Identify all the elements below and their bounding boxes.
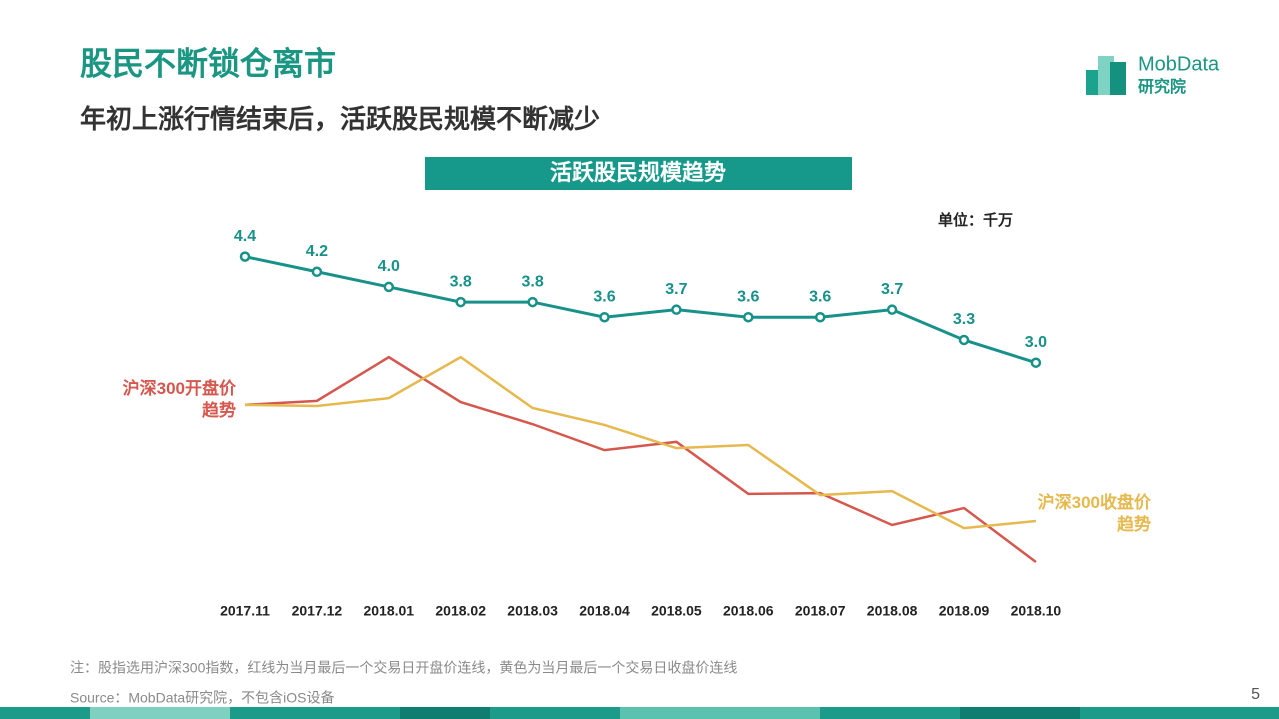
series-line [244,255,1037,365]
value-label: 4.2 [306,243,328,260]
footer-stripe [0,707,1279,719]
x-tick-label: 2018.04 [579,603,630,619]
point-marker [814,311,826,323]
source: Source：MobData研究院，不包含iOS设备 [70,690,335,706]
value-label: 3.8 [450,273,472,290]
point-marker [455,296,466,308]
chart-title-banner [425,157,852,190]
logo-icon [1086,56,1126,95]
point-marker [958,334,970,346]
point-marker [311,266,323,278]
value-label: 3.3 [953,311,975,328]
series-line [244,355,1037,564]
note: 注：股指选用沪深300指数，红线为当月最后一个交易日开盘价连线，黄色为当月最后一… [70,660,737,676]
point-marker [527,296,538,308]
point-marker [886,304,898,315]
unit-label: 单位：千万 [938,211,1013,229]
logo-brand: MobData [1138,53,1220,75]
x-tick-label: 2018.08 [867,603,918,619]
chart-title: 活跃股民规模趋势 [550,160,726,185]
series-label: 沪深300开盘价趋势 [122,379,236,420]
value-label: 3.6 [809,288,831,305]
value-label: 4.4 [234,228,256,245]
value-label: 3.0 [1025,334,1047,351]
x-tick-label: 2018.10 [1011,603,1062,619]
logo-sub: 研究院 [1138,77,1186,96]
value-label: 3.7 [881,281,903,298]
series-line [244,355,1037,530]
x-tick-label: 2017.11 [220,603,270,619]
point-marker [671,304,682,315]
point-marker [743,311,754,323]
value-label: 3.6 [737,288,759,305]
x-tick-label: 2018.06 [723,603,774,619]
subtitle: 年初上涨行情结束后，活跃股民规模不断减少 [80,104,600,134]
value-label: 4.0 [378,258,400,275]
point-marker [239,251,251,262]
x-tick-label: 2018.07 [795,603,846,619]
x-tick-label: 2017.12 [292,603,343,619]
x-tick-label: 2018.01 [363,603,414,619]
x-tick-label: 2018.03 [507,603,558,619]
x-tick-label: 2018.05 [651,603,702,619]
point-marker [599,311,610,323]
x-tick-label: 2018.09 [939,603,990,619]
point-marker [383,281,395,293]
series-label: 沪深300收盘价趋势 [1037,493,1151,534]
title: 股民不断锁仓离市 [80,45,336,81]
point-marker [1030,357,1042,368]
page-number: 5 [1251,686,1260,703]
x-tick-label: 2018.02 [435,603,486,619]
value-label: 3.8 [521,273,543,290]
value-label: 3.6 [593,288,615,305]
value-label: 3.7 [665,281,687,298]
